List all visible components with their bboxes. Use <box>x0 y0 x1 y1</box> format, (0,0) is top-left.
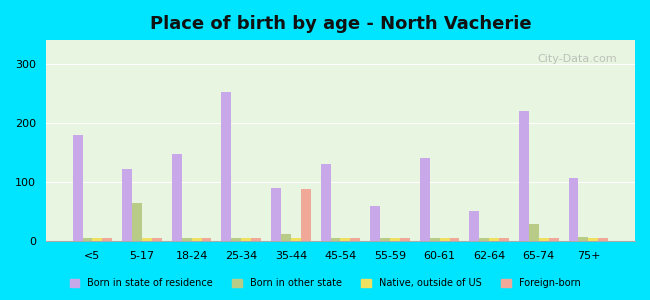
Bar <box>479 238 489 241</box>
Bar <box>539 238 549 241</box>
Bar <box>489 238 499 241</box>
Bar <box>380 238 390 241</box>
Bar <box>251 238 261 241</box>
Bar <box>320 164 330 241</box>
Bar <box>420 158 430 241</box>
Bar <box>152 238 162 241</box>
Bar <box>182 238 192 241</box>
Bar <box>341 238 350 241</box>
Bar <box>122 169 132 241</box>
Bar <box>450 238 460 241</box>
Bar <box>529 224 539 241</box>
Bar <box>301 189 311 241</box>
Title: Place of birth by age - North Vacherie: Place of birth by age - North Vacherie <box>150 15 531 33</box>
Bar <box>330 238 341 241</box>
Bar <box>469 211 479 241</box>
Bar <box>519 111 529 241</box>
Bar <box>281 234 291 241</box>
Bar <box>202 238 211 241</box>
Bar <box>103 238 112 241</box>
Bar <box>430 238 439 241</box>
Bar <box>569 178 578 241</box>
Bar <box>192 238 202 241</box>
Bar <box>390 238 400 241</box>
Text: City-Data.com: City-Data.com <box>538 54 618 64</box>
Bar <box>588 238 598 241</box>
Bar <box>370 206 380 241</box>
Bar <box>92 238 103 241</box>
Bar <box>142 238 152 241</box>
Bar <box>222 92 231 241</box>
Bar <box>350 238 360 241</box>
Bar <box>172 154 182 241</box>
Bar <box>598 238 608 241</box>
Legend: Born in state of residence, Born in other state, Native, outside of US, Foreign-: Born in state of residence, Born in othe… <box>66 274 584 292</box>
Bar <box>231 238 241 241</box>
Bar <box>83 238 92 241</box>
Bar <box>271 188 281 241</box>
Bar <box>578 237 588 241</box>
Bar <box>499 238 509 241</box>
Bar <box>241 238 251 241</box>
Bar <box>549 238 558 241</box>
Bar <box>439 238 450 241</box>
Bar <box>291 238 301 241</box>
Bar <box>73 135 83 241</box>
Bar <box>132 203 142 241</box>
Bar <box>400 238 410 241</box>
